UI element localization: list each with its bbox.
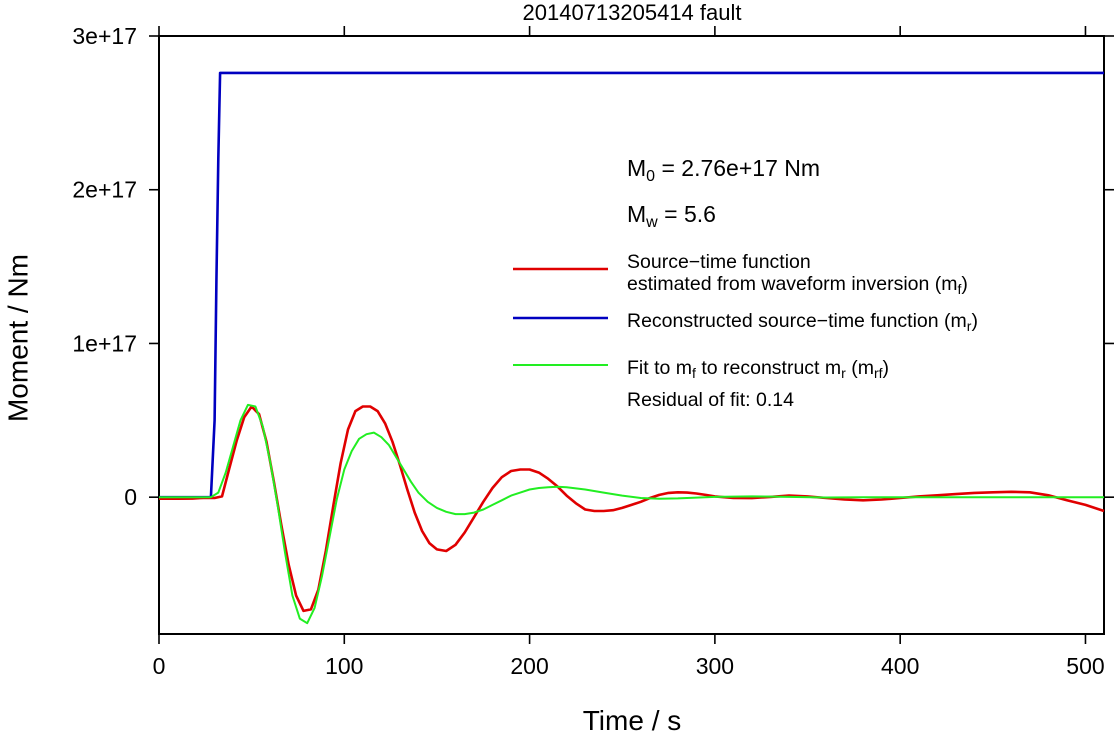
chart-title: 20140713205414 fault <box>523 0 742 25</box>
text-run: (m <box>846 357 874 379</box>
text-run: M <box>627 201 646 227</box>
y-tick-label: 3e+17 <box>72 23 137 49</box>
x-axis: 0 100 200 300 400 500 <box>153 26 1105 679</box>
text-run: ) <box>971 310 978 332</box>
x-axis-title: Time / s <box>583 705 682 735</box>
text-run: Reconstructed source−time function (m <box>627 310 967 332</box>
x-tick-label: 300 <box>696 653 734 679</box>
legend-label: Source−time function <box>627 251 811 273</box>
subscript: rf <box>874 365 883 381</box>
subscript: w <box>645 214 658 231</box>
subscript: r <box>841 365 846 381</box>
plot-area: 0 100 200 300 400 500 0 1e+17 2e+17 3e+17 <box>72 23 1114 679</box>
text-run: = 5.6 <box>658 201 716 227</box>
text-run: Fit to m <box>627 357 692 379</box>
text-run: ) <box>961 273 968 295</box>
x-tick-label: 400 <box>881 653 919 679</box>
subscript: f <box>692 365 696 381</box>
series-line-mrf <box>159 403 1104 625</box>
legend-label: estimated from waveform inversion (mf) <box>627 273 968 297</box>
y-tick-label: 1e+17 <box>72 330 137 356</box>
residual-annotation: Residual of fit: 0.14 <box>627 389 794 411</box>
subscript: r <box>967 318 972 334</box>
y-axis-title: Moment / Nm <box>2 254 33 422</box>
x-tick-label: 500 <box>1066 653 1104 679</box>
text-run: = 2.76e+17 Nm <box>655 155 820 181</box>
plot-frame <box>158 35 1105 635</box>
series-line-mf <box>159 405 1105 613</box>
legend-label: Fit to mf to reconstruct mr (mrf) <box>627 357 889 381</box>
x-tick-label: 100 <box>325 653 363 679</box>
x-tick-label: 200 <box>510 653 548 679</box>
x-tick-label: 0 <box>153 653 166 679</box>
series-lines <box>159 71 1105 625</box>
text-run: Source−time function <box>627 251 811 273</box>
subscript: 0 <box>646 168 655 185</box>
y-tick-label: 2e+17 <box>72 177 137 203</box>
text-run: M <box>627 155 646 181</box>
y-axis: 0 1e+17 2e+17 3e+17 <box>72 23 1114 510</box>
mw-annotation: Mw = 5.6 <box>627 201 716 231</box>
subscript: f <box>958 281 962 297</box>
text-run: estimated from waveform inversion (m <box>627 273 958 295</box>
text-run: ) <box>883 357 890 379</box>
m0-annotation: M0 = 2.76e+17 Nm <box>627 155 820 185</box>
legend-label: Reconstructed source−time function (mr) <box>627 310 978 334</box>
text-run: to reconstruct m <box>696 357 841 379</box>
y-tick-label: 0 <box>124 484 137 510</box>
